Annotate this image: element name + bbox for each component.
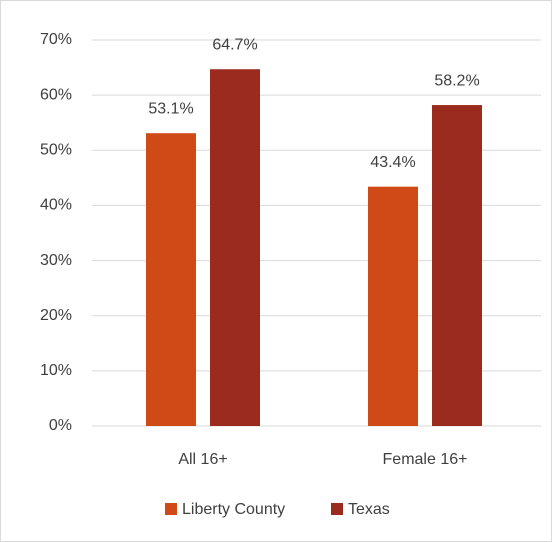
y-tick-label: 70%	[40, 31, 72, 48]
y-tick-label: 0%	[49, 417, 72, 434]
y-tick-label: 10%	[40, 362, 72, 379]
y-tick-label: 20%	[40, 307, 72, 324]
bar	[146, 133, 196, 427]
y-tick-label: 50%	[40, 142, 72, 159]
legend-label: Liberty County	[182, 501, 285, 518]
y-tick-label: 60%	[40, 86, 72, 103]
legend-swatch	[331, 503, 343, 515]
y-tick-label: 40%	[40, 197, 72, 214]
data-label: 64.7%	[212, 36, 257, 53]
legend-swatch	[165, 503, 177, 515]
bar	[432, 105, 482, 426]
data-label: 58.2%	[434, 72, 479, 89]
bar	[368, 186, 418, 426]
legend-label: Texas	[348, 501, 390, 518]
x-tick-label: Female 16+	[383, 451, 468, 468]
data-label: 53.1%	[148, 100, 193, 117]
x-tick-label: All 16+	[178, 451, 227, 468]
bar	[210, 69, 260, 427]
y-tick-label: 30%	[40, 252, 72, 269]
data-label: 43.4%	[370, 154, 415, 171]
